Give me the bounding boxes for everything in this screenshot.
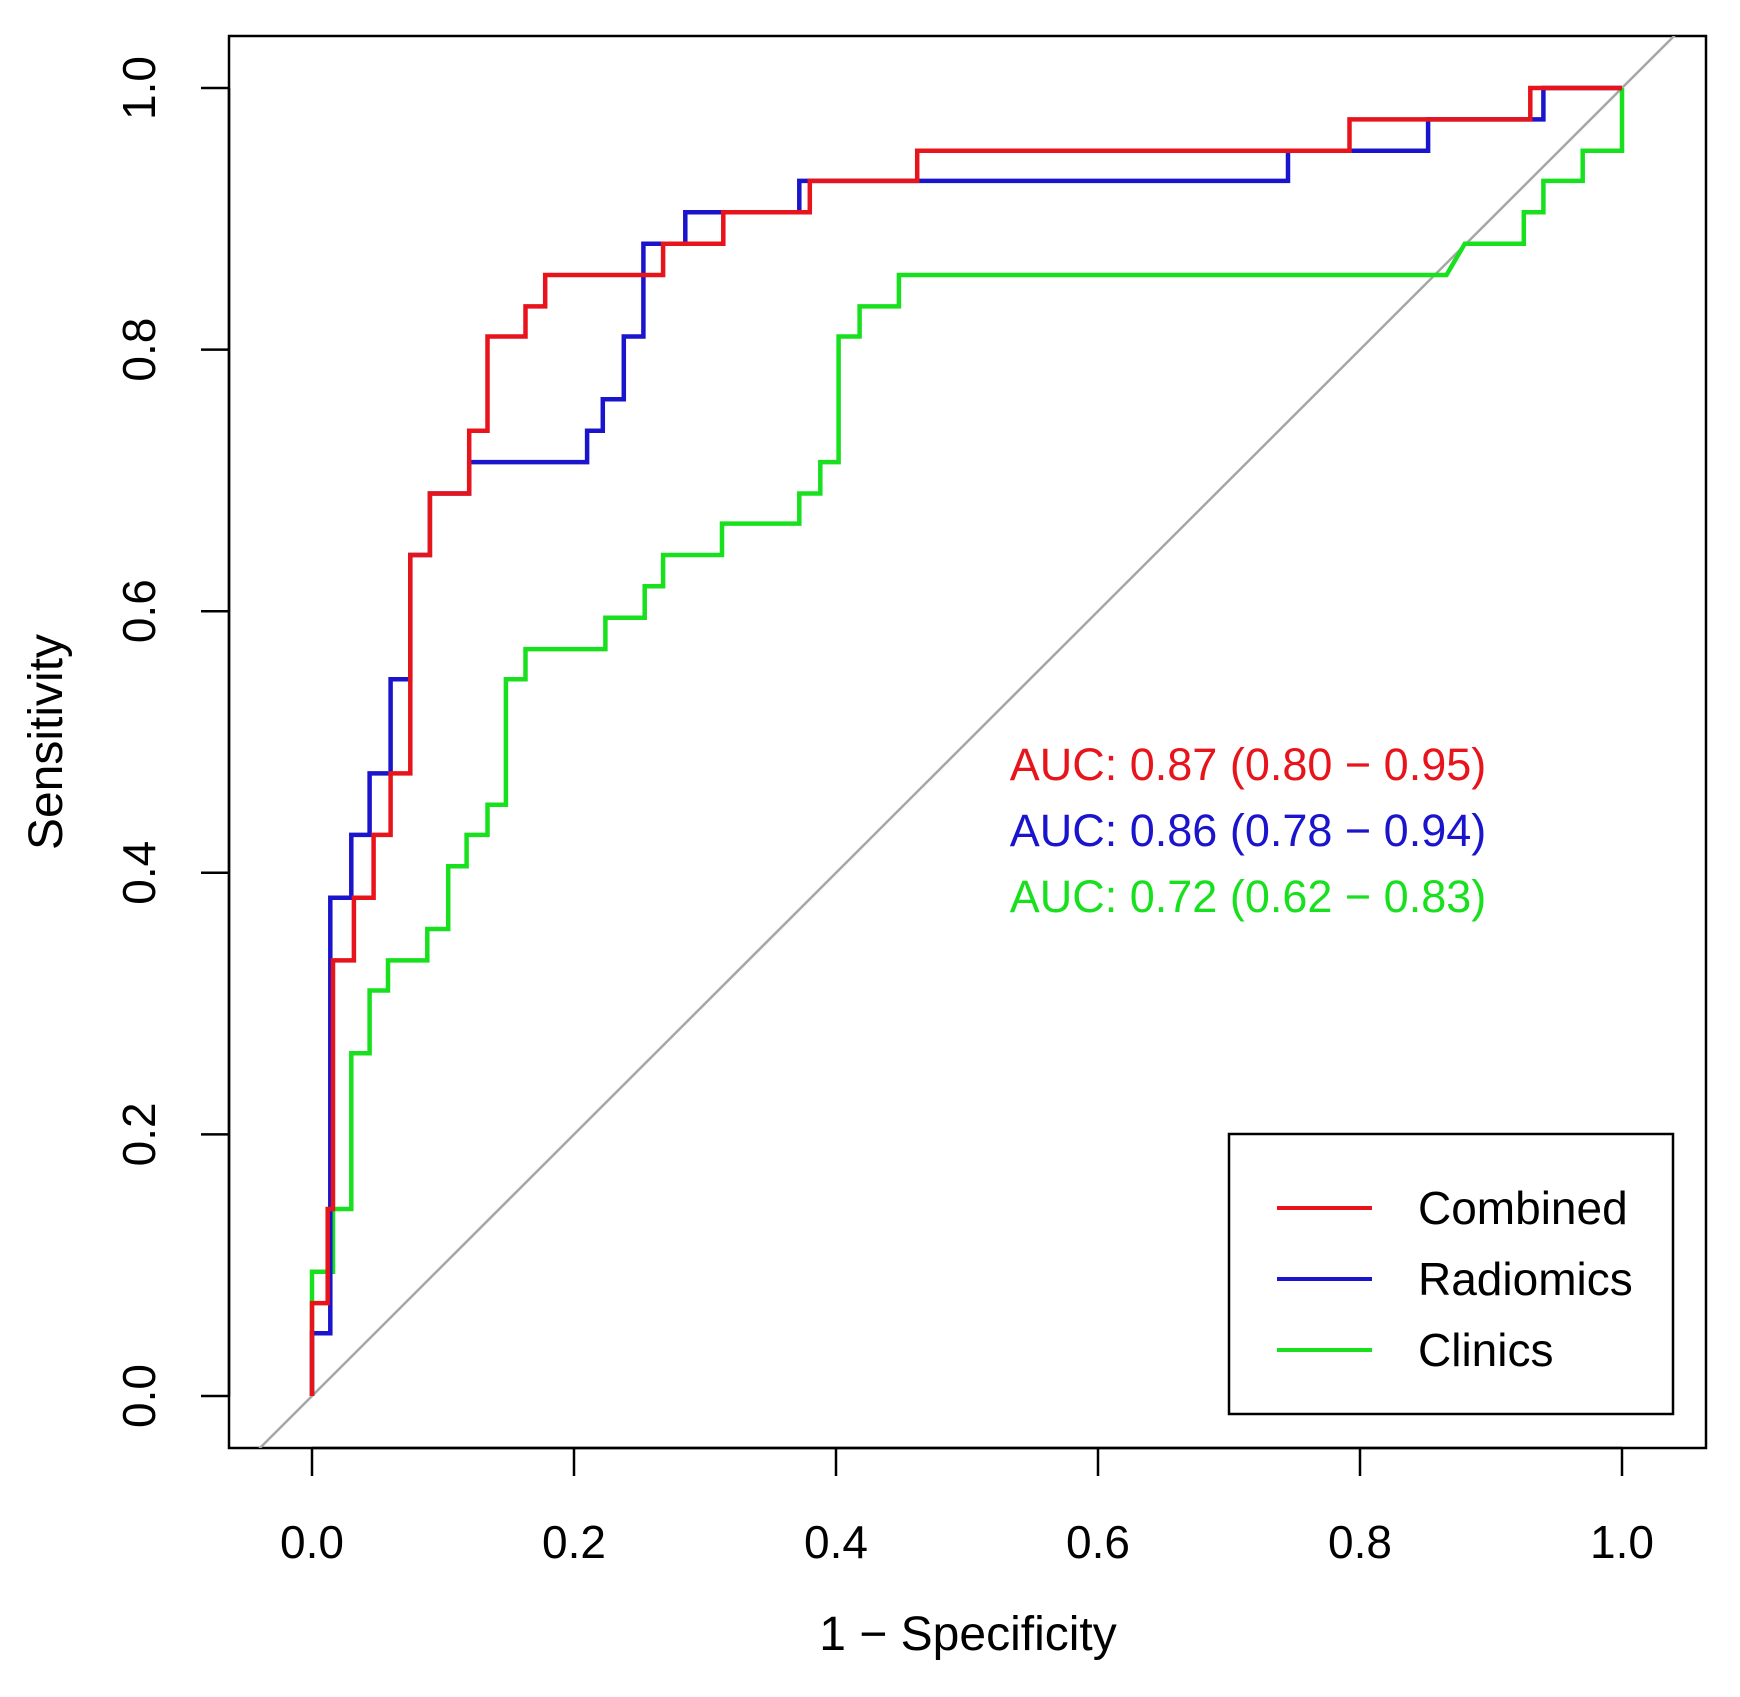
y-tick-label: 0.4 [113,841,165,905]
x-axis: 0.0 0.2 0.4 0.6 0.8 1.0 [280,1446,1654,1568]
reference-diagonal [258,36,1676,1448]
auc-label-radiomics: AUC: 0.86 (0.78 − 0.94) [1010,805,1487,856]
roc-curve-radiomics [309,85,1622,1396]
x-tick-label: 0.0 [280,1516,344,1568]
x-tick-label: 0.4 [804,1516,868,1568]
y-axis: 0.0 0.2 0.4 0.6 0.8 1.0 [113,56,231,1428]
legend-label-clinics: Clinics [1418,1324,1553,1376]
x-tick-label: 1.0 [1590,1516,1654,1568]
roc-curve-combined [309,85,1622,1396]
legend-label-radiomics: Radiomics [1418,1253,1633,1305]
roc-curve-clinics [309,88,1625,1396]
plot-area [258,36,1676,1448]
legend-label-combined: Combined [1418,1182,1628,1234]
y-tick-label: 0.8 [113,318,165,382]
y-tick-label: 0.0 [113,1364,165,1428]
auc-label-combined: AUC: 0.87 (0.80 − 0.95) [1010,739,1487,790]
legend-box [1227,1132,1675,1416]
y-tick-label: 0.6 [113,579,165,643]
x-tick-label: 0.2 [542,1516,606,1568]
x-tick-label: 0.6 [1066,1516,1130,1568]
auc-annotations: AUC: 0.87 (0.80 − 0.95) AUC: 0.86 (0.78 −… [1010,739,1487,922]
x-tick-label: 0.8 [1328,1516,1392,1568]
legend: Combined Radiomics Clinics [1227,1132,1675,1416]
y-axis-label: Sensitivity [20,634,73,850]
y-tick-label: 0.2 [113,1102,165,1166]
x-axis-label: 1 − Specificity [819,1608,1116,1661]
y-tick-label: 1.0 [113,56,165,120]
auc-label-clinics: AUC: 0.72 (0.62 − 0.83) [1010,871,1487,922]
